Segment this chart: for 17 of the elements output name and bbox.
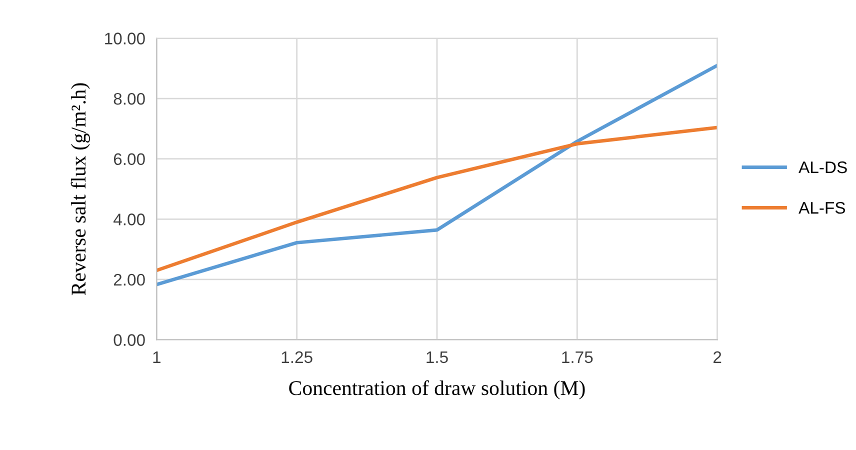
line-series bbox=[156, 126, 718, 272]
x-tick-label: 1.75 bbox=[562, 351, 593, 364]
y-tick-label: 0.00 bbox=[114, 334, 145, 346]
x-tick-label: 1 bbox=[153, 351, 160, 363]
x-tick-label: 2 bbox=[714, 351, 722, 363]
y-tick-label: 2.00 bbox=[114, 274, 145, 286]
y-tick-label: 6.00 bbox=[114, 153, 145, 166]
y-tick-label: 8.00 bbox=[114, 92, 145, 105]
y-tick-label: 4.00 bbox=[113, 214, 145, 226]
x-tick-label: 1.5 bbox=[426, 351, 448, 364]
legend-label: AL-DS bbox=[798, 161, 847, 174]
y-tick-label: 10.00 bbox=[105, 32, 145, 44]
line-series bbox=[156, 64, 718, 286]
x-tick-label: 1.25 bbox=[282, 351, 312, 364]
legend-label: AL-FS bbox=[798, 202, 846, 214]
x-axis-title: Concentration of draw solution (M) bbox=[289, 380, 585, 400]
y-axis-title: Reverse salt flux (g/m².h) bbox=[70, 83, 90, 296]
